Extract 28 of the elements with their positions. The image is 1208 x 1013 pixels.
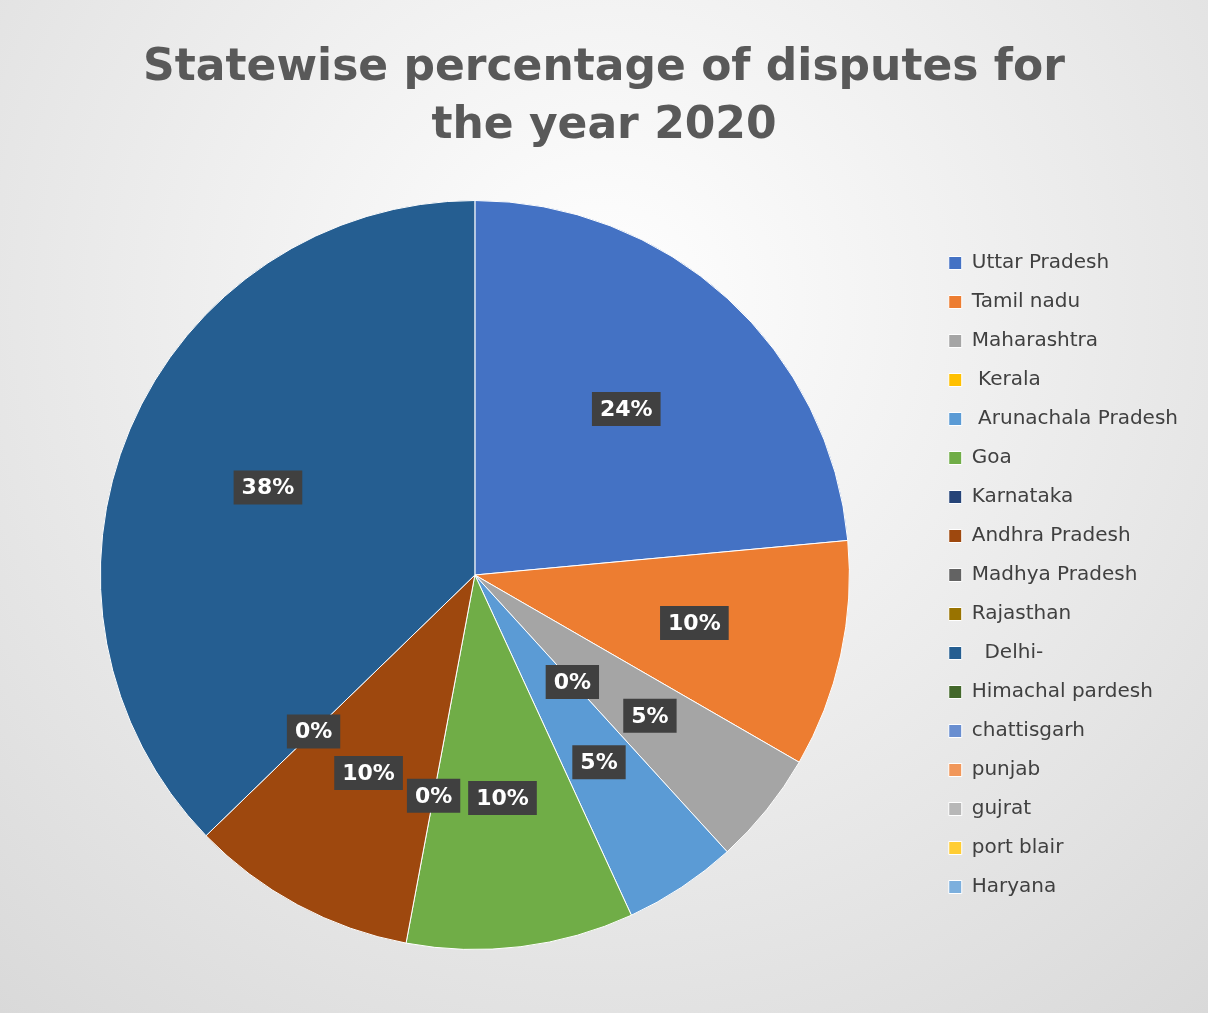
data-label: 10% <box>668 609 721 635</box>
legend-label: Goa <box>971 444 1012 469</box>
legend-label: Delhi- <box>971 639 1044 664</box>
data-label: 10% <box>476 784 529 810</box>
legend-label: Arunachala Pradesh <box>971 405 1178 430</box>
legend-label: port blair <box>971 834 1065 859</box>
data-label: 24% <box>599 395 653 421</box>
legend-label: Kerala <box>971 366 1041 391</box>
legend-label: Haryana <box>971 873 1057 898</box>
text: 0% <box>294 718 333 744</box>
text: 0% <box>553 668 592 694</box>
legend-label: chattisgarh <box>971 717 1085 742</box>
legend-label: Andhra Pradesh <box>971 522 1131 547</box>
legend-label: Himachal pardesh <box>971 678 1153 703</box>
legend-label: Uttar Pradesh <box>971 249 1110 274</box>
data-label: 38% <box>241 474 295 500</box>
data-label: 10% <box>342 759 395 785</box>
chart-title: Statewise percentage of disputes for the year 2020 <box>142 38 1066 150</box>
legend-label: Maharashtra <box>971 327 1099 352</box>
data-label: 5% <box>631 702 669 728</box>
legend-label: Tamil nadu <box>970 288 1081 313</box>
text: 0% <box>414 782 453 808</box>
legend-label: Madhya Pradesh <box>971 561 1138 586</box>
legend-label: Karnataka <box>971 483 1074 508</box>
legend-label: gujrat <box>971 795 1032 820</box>
data-label: 5% <box>580 749 618 775</box>
legend-label: punjab <box>971 756 1041 781</box>
legend-label: Rajasthan <box>971 600 1072 625</box>
